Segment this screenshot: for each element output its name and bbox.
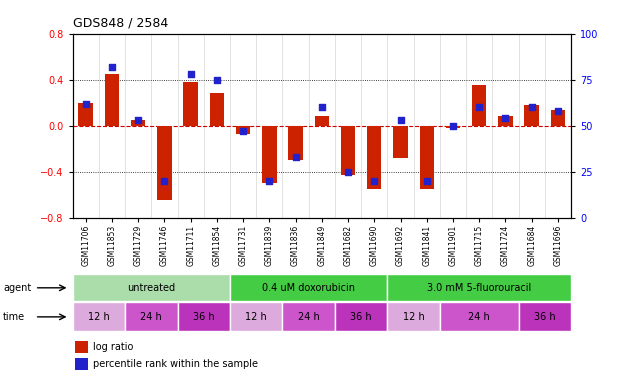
Point [160, 178, 170, 184]
Bar [393, 126, 408, 158]
Point [238, 128, 248, 134]
Point [290, 154, 300, 160]
Bar [551, 110, 565, 126]
Bar [157, 126, 172, 200]
Text: 0.4 uM doxorubicin: 0.4 uM doxorubicin [262, 283, 355, 293]
Text: 12 h: 12 h [245, 312, 267, 322]
Bar [445, 126, 460, 128]
Point [317, 104, 327, 110]
Bar [73, 303, 125, 331]
Point [553, 108, 563, 114]
Bar [524, 105, 539, 126]
Bar [472, 86, 487, 126]
Bar [105, 74, 119, 126]
Bar [335, 303, 387, 331]
Point [343, 169, 353, 175]
Bar [315, 117, 329, 126]
Bar [78, 103, 93, 126]
Bar [283, 303, 335, 331]
Bar [440, 303, 519, 331]
Text: 12 h: 12 h [88, 312, 110, 322]
Bar [184, 82, 198, 126]
Bar [387, 274, 571, 302]
Bar [131, 120, 145, 126]
Bar [230, 303, 283, 331]
Bar [236, 126, 251, 134]
Text: 24 h: 24 h [141, 312, 162, 322]
Point [212, 77, 222, 83]
Bar [209, 93, 224, 126]
Text: 36 h: 36 h [193, 312, 215, 322]
Point [81, 100, 91, 106]
Bar [75, 358, 88, 370]
Bar [230, 274, 387, 302]
Text: percentile rank within the sample: percentile rank within the sample [93, 359, 257, 369]
Text: 24 h: 24 h [468, 312, 490, 322]
Point [133, 117, 143, 123]
Point [396, 117, 406, 123]
Bar [177, 303, 230, 331]
Bar [420, 126, 434, 189]
Point [422, 178, 432, 184]
Text: untreated: untreated [127, 283, 175, 293]
Point [448, 123, 458, 129]
Bar [387, 303, 440, 331]
Text: time: time [3, 312, 25, 322]
Point [186, 71, 196, 77]
Point [527, 104, 537, 110]
Point [369, 178, 379, 184]
Bar [262, 126, 276, 183]
Text: 24 h: 24 h [298, 312, 319, 322]
Point [107, 64, 117, 70]
Point [474, 104, 484, 110]
Bar [73, 274, 230, 302]
Text: 36 h: 36 h [534, 312, 556, 322]
Text: GDS848 / 2584: GDS848 / 2584 [73, 17, 168, 30]
Bar [288, 126, 303, 160]
Text: log ratio: log ratio [93, 342, 133, 352]
Bar [367, 126, 382, 189]
Bar [341, 126, 355, 175]
Point [264, 178, 274, 184]
Bar [125, 303, 177, 331]
Text: agent: agent [3, 283, 32, 293]
Point [500, 115, 510, 121]
Bar [498, 117, 512, 126]
Text: 12 h: 12 h [403, 312, 425, 322]
Bar [75, 341, 88, 352]
Bar [519, 303, 571, 331]
Text: 36 h: 36 h [350, 312, 372, 322]
Text: 3.0 mM 5-fluorouracil: 3.0 mM 5-fluorouracil [427, 283, 531, 293]
